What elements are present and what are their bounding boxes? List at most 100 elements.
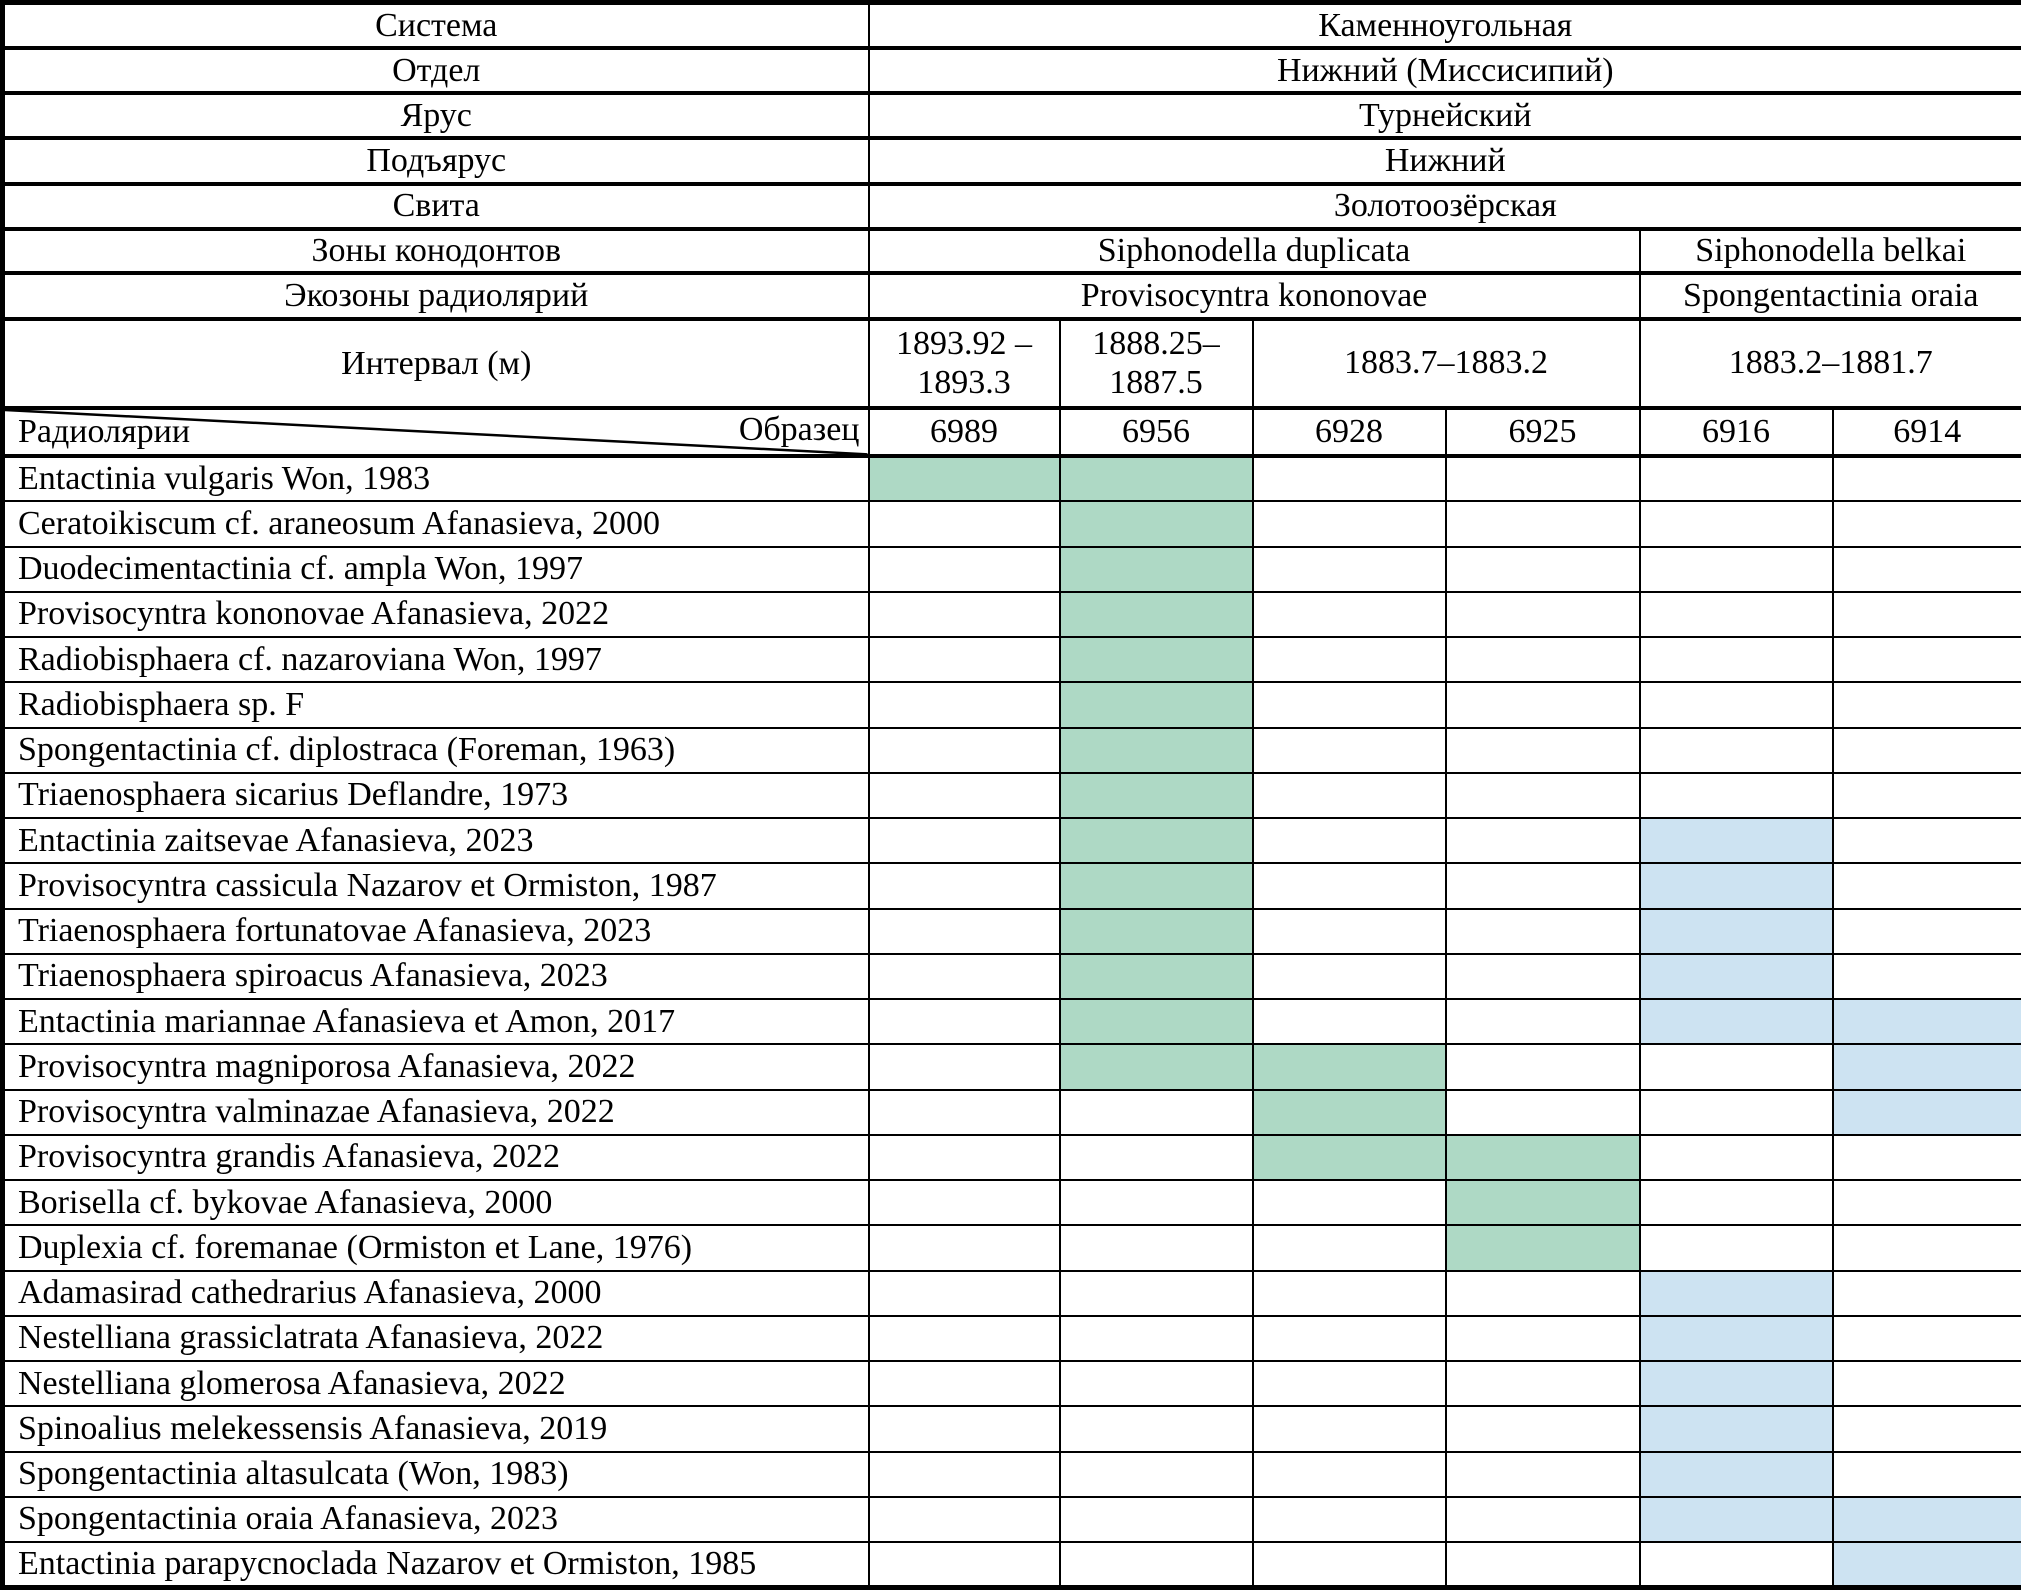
- range-cell-sample-6956: [1058, 545, 1254, 593]
- range-cell-sample-6925: [1444, 907, 1641, 955]
- conodont-zone-duplicata: Siphonodella duplicata: [867, 226, 1641, 276]
- species-row: Radiobisphaera cf. nazaroviana Won, 1997: [1, 636, 2021, 684]
- interval-line: 1888.25–: [1092, 325, 1220, 363]
- range-cell-sample-6916: [1638, 1541, 1834, 1589]
- species-row: Spongentactinia cf. diplostraca (Foreman…: [1, 726, 2021, 774]
- species-row: Duodecimentactinia cf. ampla Won, 1997: [1, 545, 2021, 593]
- range-cell-sample-6928: [1251, 1314, 1447, 1363]
- range-cell-sample-6928: [1251, 1360, 1447, 1408]
- conodont-zones-label: Зоны конодонтов: [1, 226, 870, 276]
- sample-number-6989: 6989: [867, 405, 1061, 459]
- range-cell-sample-6928: [1251, 726, 1447, 774]
- range-cell-sample-6956: [1058, 1133, 1254, 1182]
- range-cell-sample-6914: [1831, 1088, 2021, 1136]
- interval-line: 1887.5: [1109, 363, 1203, 401]
- species-name-cell: Entactinia vulgaris Won, 1983: [1, 455, 870, 503]
- range-cell-sample-6989: [867, 907, 1061, 955]
- interval-line: 1893.92 –: [896, 325, 1032, 363]
- range-cell-sample-6916: [1638, 1269, 1834, 1317]
- range-cell-sample-6914: [1831, 1314, 2021, 1363]
- row-label-formation: Свита: [1, 181, 870, 231]
- row-interval: Интервал (м) 1893.92 – 1893.3 1888.25– 1…: [1, 317, 2021, 410]
- row-value-system: Каменноугольная: [867, 0, 2021, 50]
- range-cell-sample-6925: [1444, 1224, 1641, 1272]
- range-cell-sample-6914: [1831, 952, 2021, 1001]
- range-cell-sample-6956: [1058, 952, 1254, 1001]
- range-cell-sample-6956: [1058, 1224, 1254, 1272]
- row-value-formation: Золотоозёрская: [867, 181, 2021, 231]
- range-cell-sample-6989: [867, 1088, 1061, 1136]
- sample-number-6956: 6956: [1058, 405, 1254, 459]
- range-cell-sample-6989: [867, 1224, 1061, 1272]
- range-cell-sample-6956: [1058, 681, 1254, 729]
- range-cell-sample-6914: [1831, 1360, 2021, 1408]
- range-cell-sample-6956: [1058, 1495, 1254, 1544]
- row-substage: Подъярус Нижний: [1, 136, 2021, 186]
- row-value-substage: Нижний: [867, 136, 2021, 186]
- range-cell-sample-6914: [1831, 545, 2021, 593]
- diagonal-divider-icon: [5, 410, 868, 454]
- range-cell-sample-6916: [1638, 726, 1834, 774]
- range-cell-sample-6928: [1251, 952, 1447, 1001]
- range-cell-sample-6925: [1444, 771, 1641, 820]
- range-cell-sample-6989: [867, 726, 1061, 774]
- species-section: Entactinia vulgaris Won, 1983 Ceratoikisc…: [1, 455, 2021, 1589]
- range-cell-sample-6914: [1831, 500, 2021, 548]
- range-cell-sample-6914: [1831, 1224, 2021, 1272]
- species-row: Duplexia cf. foremanae (Ormiston et Lane…: [1, 1224, 2021, 1272]
- range-cell-sample-6928: [1251, 1495, 1447, 1544]
- species-name-cell: Spongentactinia cf. diplostraca (Foreman…: [1, 726, 870, 774]
- species-name-cell: Borisella cf. bykovae Afanasieva, 2000: [1, 1179, 870, 1227]
- species-row: Entactinia mariannae Afanasieva et Amon,…: [1, 998, 2021, 1046]
- range-cell-sample-6989: [867, 500, 1061, 548]
- species-row: Triaenosphaera fortunatovae Afanasieva, …: [1, 907, 2021, 955]
- range-cell-sample-6928: [1251, 998, 1447, 1046]
- interval-cell-1: 1893.92 – 1893.3: [867, 317, 1061, 410]
- range-cell-sample-6989: [867, 771, 1061, 820]
- range-cell-sample-6925: [1444, 952, 1641, 1001]
- range-cell-sample-6916: [1638, 1224, 1834, 1272]
- range-cell-sample-6956: [1058, 817, 1254, 865]
- range-cell-sample-6928: [1251, 590, 1447, 639]
- range-cell-sample-6989: [867, 862, 1061, 910]
- range-cell-sample-6956: [1058, 771, 1254, 820]
- range-cell-sample-6925: [1444, 681, 1641, 729]
- species-name-cell: Spinoalius melekessensis Afanasieva, 201…: [1, 1405, 870, 1453]
- range-cell-sample-6914: [1831, 1541, 2021, 1589]
- range-cell-sample-6956: [1058, 998, 1254, 1046]
- range-cell-sample-6956: [1058, 455, 1254, 503]
- species-name-cell: Provisocyntra kononovae Afanasieva, 2022: [1, 590, 870, 639]
- range-cell-sample-6989: [867, 998, 1061, 1046]
- range-cell-sample-6928: [1251, 636, 1447, 684]
- row-conodont-zones: Зоны конодонтов Siphonodella duplicata S…: [1, 226, 2021, 276]
- range-cell-sample-6928: [1251, 817, 1447, 865]
- range-cell-sample-6914: [1831, 817, 2021, 865]
- row-label-stage: Ярус: [1, 90, 870, 141]
- range-cell-sample-6914: [1831, 1043, 2021, 1091]
- row-label-system: Система: [1, 0, 870, 50]
- range-cell-sample-6928: [1251, 1450, 1447, 1498]
- species-row: Provisocyntra kononovae Afanasieva, 2022: [1, 590, 2021, 639]
- range-cell-sample-6916: [1638, 817, 1834, 865]
- range-cell-sample-6925: [1444, 1269, 1641, 1317]
- range-cell-sample-6914: [1831, 1133, 2021, 1182]
- range-cell-sample-6925: [1444, 1314, 1641, 1363]
- range-cell-sample-6916: [1638, 1450, 1834, 1498]
- species-row: Adamasirad cathedrarius Afanasieva, 2000: [1, 1269, 2021, 1317]
- range-cell-sample-6928: [1251, 1088, 1447, 1136]
- range-cell-sample-6914: [1831, 726, 2021, 774]
- range-cell-sample-6956: [1058, 1088, 1254, 1136]
- species-name-cell: Entactinia mariannae Afanasieva et Amon,…: [1, 998, 870, 1046]
- range-cell-sample-6928: [1251, 1405, 1447, 1453]
- row-formation: Свита Золотоозёрская: [1, 181, 2021, 231]
- range-cell-sample-6928: [1251, 907, 1447, 955]
- ecozone-kononovae: Provisocyntra kononovae: [867, 270, 1641, 322]
- species-name-cell: Provisocyntra valminazae Afanasieva, 202…: [1, 1088, 870, 1136]
- range-cell-sample-6925: [1444, 636, 1641, 684]
- range-cell-sample-6914: [1831, 1450, 2021, 1498]
- sample-number-6916: 6916: [1638, 405, 1834, 459]
- range-cell-sample-6914: [1831, 771, 2021, 820]
- range-cell-sample-6916: [1638, 500, 1834, 548]
